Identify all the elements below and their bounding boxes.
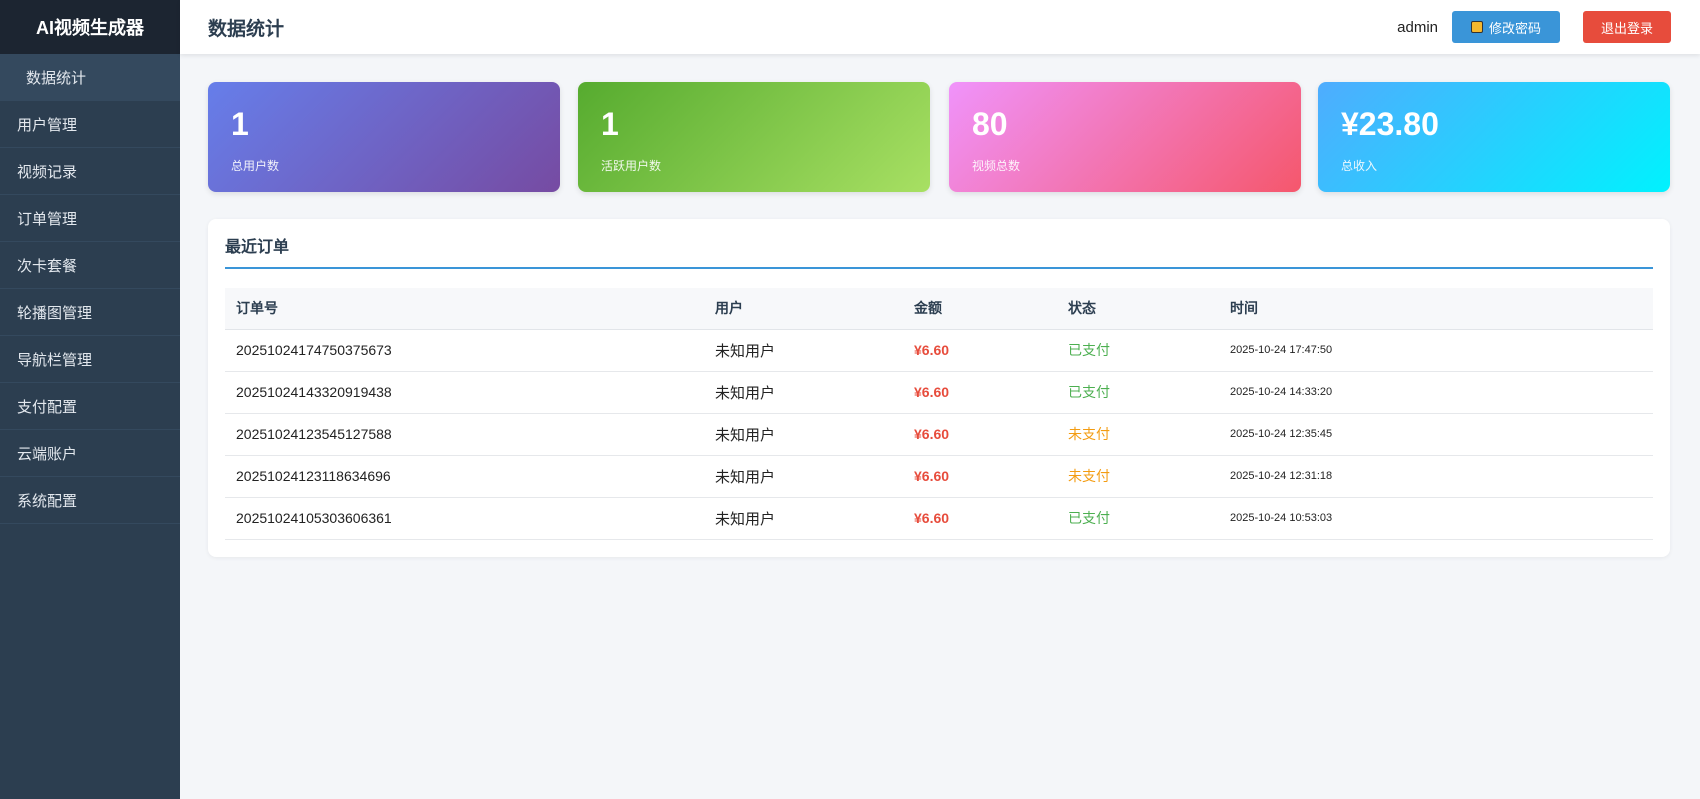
stat-value: 1 — [601, 106, 619, 142]
sidebar-item-9[interactable]: 系统配置 — [0, 477, 180, 524]
lock-icon — [1470, 21, 1483, 33]
order-number: 20251024143320919438 — [225, 371, 704, 414]
app-logo: AI视频生成器 — [0, 0, 180, 54]
order-amount: ¥6.60 — [903, 455, 1057, 498]
order-status: 已支付 — [1057, 497, 1219, 540]
stat-card: ¥23.80 总收入 — [1318, 82, 1670, 192]
sidebar-item-2[interactable]: 视频记录 — [0, 148, 180, 195]
order-user: 未知用户 — [704, 329, 903, 372]
stat-label: 总收入 — [1341, 159, 1378, 173]
order-amount: ¥6.60 — [903, 329, 1057, 372]
sidebar-item-6[interactable]: 导航栏管理 — [0, 336, 180, 383]
change-password-button[interactable]: 修改密码 — [1452, 11, 1560, 43]
sidebar-item-8[interactable]: 云端账户 — [0, 430, 180, 477]
column-header: 时间 — [1219, 288, 1653, 330]
recent-orders-panel: 最近订单 订单号 用户 金额 状态 时间 20251024174750375673 未知用… — [208, 219, 1670, 557]
column-header: 金额 — [903, 288, 1057, 330]
sidebar-item-4[interactable]: 次卡套餐 — [0, 242, 180, 289]
order-status: 已支付 — [1057, 329, 1219, 372]
order-time: 2025-10-24 10:53:03 — [1219, 497, 1653, 540]
change-password-label: 修改密码 — [1488, 20, 1541, 36]
column-header: 订单号 — [225, 288, 704, 330]
order-time: 2025-10-24 12:31:18 — [1219, 455, 1653, 498]
stat-card: 1 活跃用户数 — [578, 82, 930, 192]
order-amount: ¥6.60 — [903, 371, 1057, 414]
sidebar-item-5[interactable]: 轮播图管理 — [0, 289, 180, 336]
stat-value: 1 — [231, 106, 249, 142]
order-status: 已支付 — [1057, 371, 1219, 414]
order-time: 2025-10-24 12:35:45 — [1219, 413, 1653, 456]
sidebar: AI视频生成器 数据统计 用户管理 视频记录 订单管理 次卡套餐 轮播图管理 导航栏管理 支付… — [0, 0, 180, 799]
order-number: 20251024174750375673 — [225, 329, 704, 372]
order-user: 未知用户 — [704, 371, 903, 414]
sidebar-item-1[interactable]: 用户管理 — [0, 101, 180, 148]
table-row: 20251024123118634696 未知用户 ¥6.60 未支付 2025-10-… — [225, 455, 1653, 498]
username: admin — [1397, 18, 1438, 36]
order-amount: ¥6.60 — [903, 413, 1057, 456]
header: 数据统计 admin 修改密码 退出登录 — [180, 0, 1700, 54]
panel-title: 最近订单 — [225, 219, 1653, 269]
stat-value: 80 — [972, 106, 1008, 142]
table-row: 20251024143320919438 未知用户 ¥6.60 已支付 2025-10-… — [225, 371, 1653, 414]
order-number: 20251024105303606361 — [225, 497, 704, 540]
order-time: 2025-10-24 17:47:50 — [1219, 329, 1653, 372]
order-status: 未支付 — [1057, 455, 1219, 498]
stat-card: 1 总用户数 — [208, 82, 560, 192]
order-user: 未知用户 — [704, 497, 903, 540]
logout-button[interactable]: 退出登录 — [1583, 11, 1671, 43]
table-row: 20251024174750375673 未知用户 ¥6.60 已支付 2025-10-… — [225, 329, 1653, 372]
page-title: 数据统计 — [208, 18, 285, 40]
order-user: 未知用户 — [704, 455, 903, 498]
stat-label: 视频总数 — [972, 159, 1021, 173]
column-header: 状态 — [1057, 288, 1219, 330]
order-status: 未支付 — [1057, 413, 1219, 456]
sidebar-item-7[interactable]: 支付配置 — [0, 383, 180, 430]
sidebar-item-3[interactable]: 订单管理 — [0, 195, 180, 242]
order-number: 20251024123118634696 — [225, 455, 704, 498]
order-number: 20251024123545127588 — [225, 413, 704, 456]
stat-label: 总用户数 — [231, 159, 280, 173]
stat-value: ¥23.80 — [1341, 106, 1439, 142]
table-row: 20251024123545127588 未知用户 ¥6.60 未支付 2025-10-… — [225, 413, 1653, 456]
table-row: 20251024105303606361 未知用户 ¥6.60 已支付 2025-10-… — [225, 497, 1653, 540]
stat-label: 活跃用户数 — [601, 159, 662, 173]
column-header: 用户 — [704, 288, 903, 330]
stat-card: 80 视频总数 — [949, 82, 1301, 192]
order-user: 未知用户 — [704, 413, 903, 456]
order-time: 2025-10-24 14:33:20 — [1219, 371, 1653, 414]
orders-table: 订单号 用户 金额 状态 时间 20251024174750375673 未知用户 ¥6.6… — [225, 288, 1653, 540]
order-amount: ¥6.60 — [903, 497, 1057, 540]
sidebar-item-0[interactable]: 数据统计 — [0, 54, 180, 101]
